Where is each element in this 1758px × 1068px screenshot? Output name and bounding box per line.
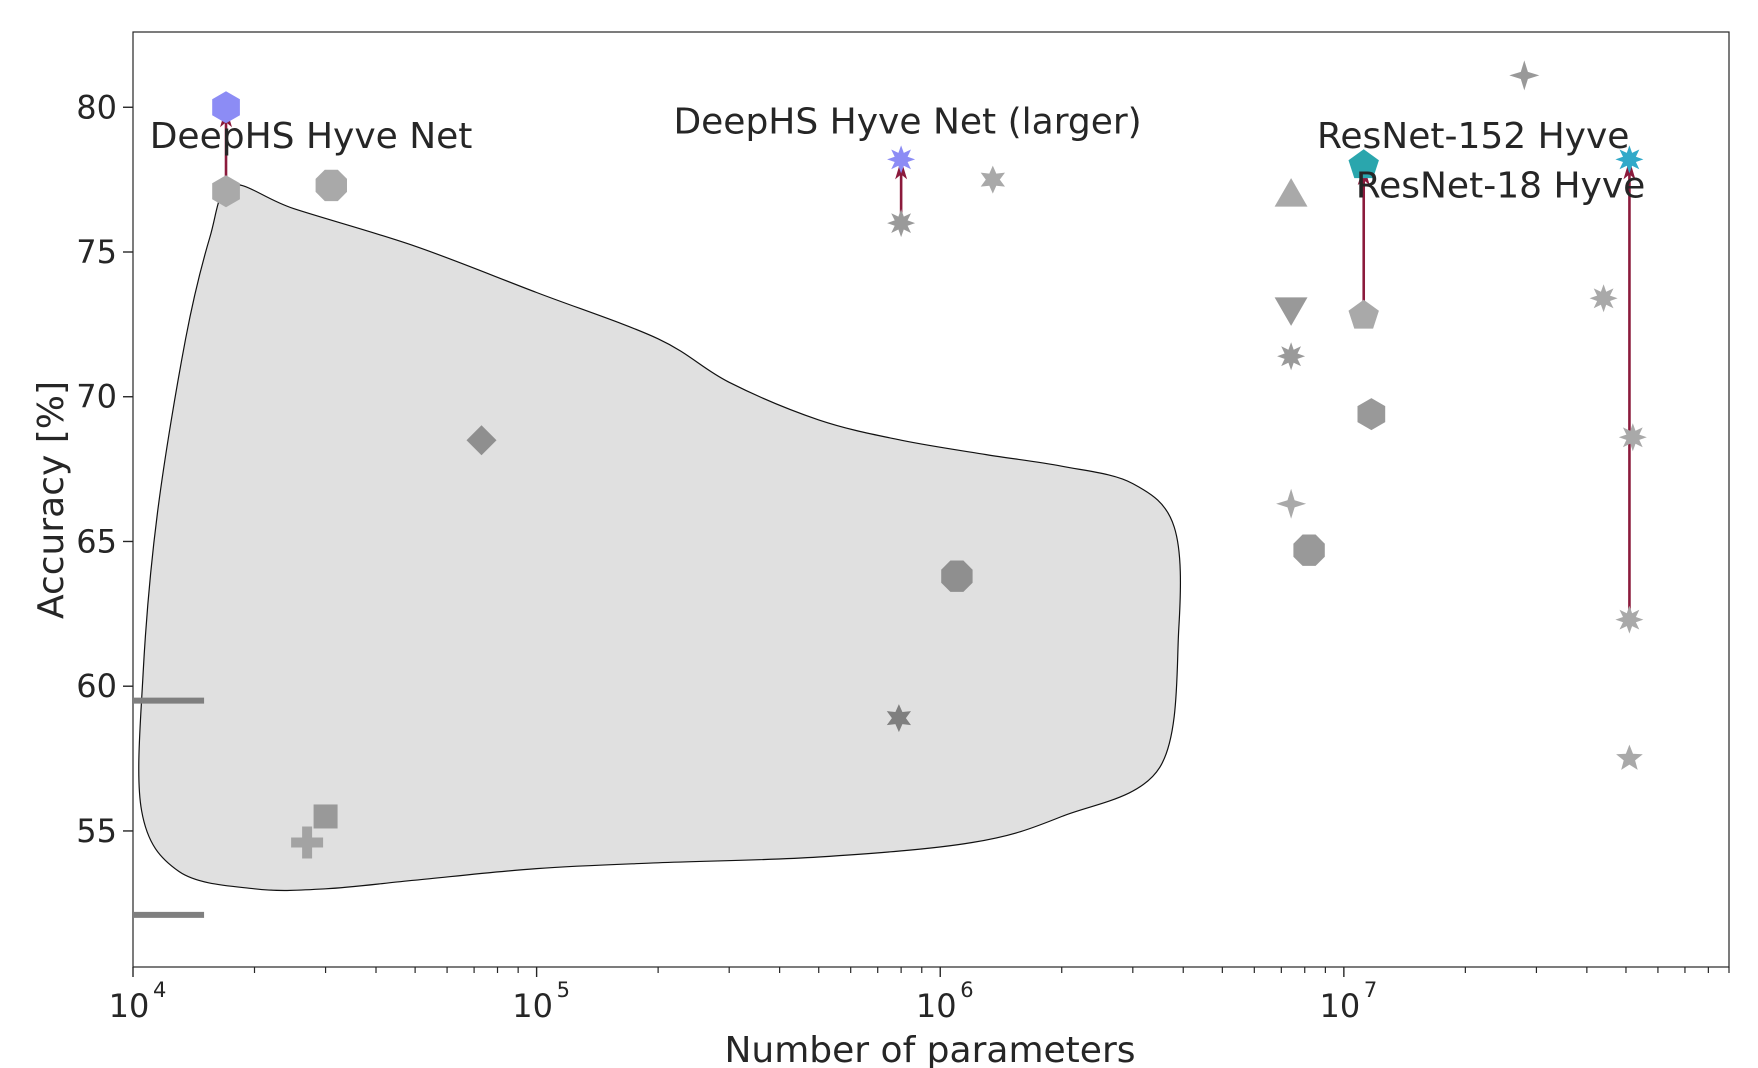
data-point-triangle-up bbox=[1274, 178, 1308, 207]
x-tick-exponent: 5 bbox=[557, 978, 570, 1002]
x-tick-exponent: 7 bbox=[1364, 978, 1377, 1002]
x-tick-label: 10 bbox=[916, 987, 957, 1025]
annotation-label: ResNet-18 Hyve bbox=[1356, 165, 1646, 206]
annotation-label: DeepHS Hyve Net bbox=[150, 116, 473, 157]
data-point-star4 bbox=[1509, 60, 1540, 91]
data-point-star5 bbox=[1616, 744, 1643, 770]
data-point-star8 bbox=[1615, 605, 1644, 634]
data-point-pentagon bbox=[1348, 149, 1379, 179]
annotation-label: DeepHS Hyve Net (larger) bbox=[673, 102, 1141, 143]
y-tick-label: 55 bbox=[76, 812, 117, 850]
y-tick-label: 60 bbox=[76, 667, 117, 705]
y-axis-ticks: 55 60 65 70 75 80 bbox=[76, 88, 133, 850]
x-axis-label: Number of parameters bbox=[724, 1030, 1135, 1068]
x-tick-exponent: 4 bbox=[153, 978, 166, 1002]
x-tick-label: 10 bbox=[109, 987, 150, 1025]
shaded-region-layer bbox=[138, 183, 1182, 892]
y-tick-label: 65 bbox=[76, 522, 117, 560]
y-tick-label: 70 bbox=[76, 378, 117, 416]
data-point-hexagon bbox=[212, 91, 240, 124]
hline-layer bbox=[133, 697, 205, 918]
data-point-star8 bbox=[1615, 145, 1644, 174]
data-point-pentagon bbox=[1348, 299, 1379, 329]
point-layer bbox=[212, 60, 1647, 859]
data-point-star4 bbox=[1276, 488, 1307, 519]
data-point-octagon bbox=[941, 560, 973, 592]
data-point-star8 bbox=[887, 145, 916, 174]
data-point-octagon bbox=[315, 169, 347, 202]
data-point-star8 bbox=[1277, 342, 1306, 371]
annotation-label: ResNet-152 Hyve bbox=[1317, 116, 1629, 157]
data-point-hexagon bbox=[212, 175, 240, 208]
data-point-octagon bbox=[1293, 534, 1325, 566]
x-tick-label: 10 bbox=[1319, 987, 1360, 1025]
shaded-region bbox=[138, 183, 1182, 892]
y-axis-label: Accuracy [%] bbox=[31, 381, 72, 619]
data-point-star6 bbox=[886, 704, 911, 733]
data-point-triangle-down bbox=[1274, 297, 1308, 326]
y-tick-label: 75 bbox=[76, 233, 117, 271]
data-point-square bbox=[313, 804, 338, 829]
x-tick-label: 10 bbox=[512, 987, 553, 1025]
data-point-diamond bbox=[466, 425, 497, 456]
x-tick-exponent: 6 bbox=[960, 978, 973, 1002]
data-point-plus bbox=[291, 826, 324, 859]
annotation-layer: DeepHS Hyve Net DeepHS Hyve Net (larger) R… bbox=[150, 102, 1646, 207]
data-point-star8 bbox=[887, 209, 916, 238]
data-point-star6 bbox=[980, 165, 1005, 194]
data-point-star8 bbox=[1589, 284, 1618, 313]
data-point-star8 bbox=[1618, 423, 1647, 452]
y-tick-label: 80 bbox=[76, 88, 117, 126]
x-axis-ticks: 10 4 10 5 10 6 10 7 bbox=[109, 967, 1730, 1025]
data-point-hexagon bbox=[1357, 398, 1386, 431]
